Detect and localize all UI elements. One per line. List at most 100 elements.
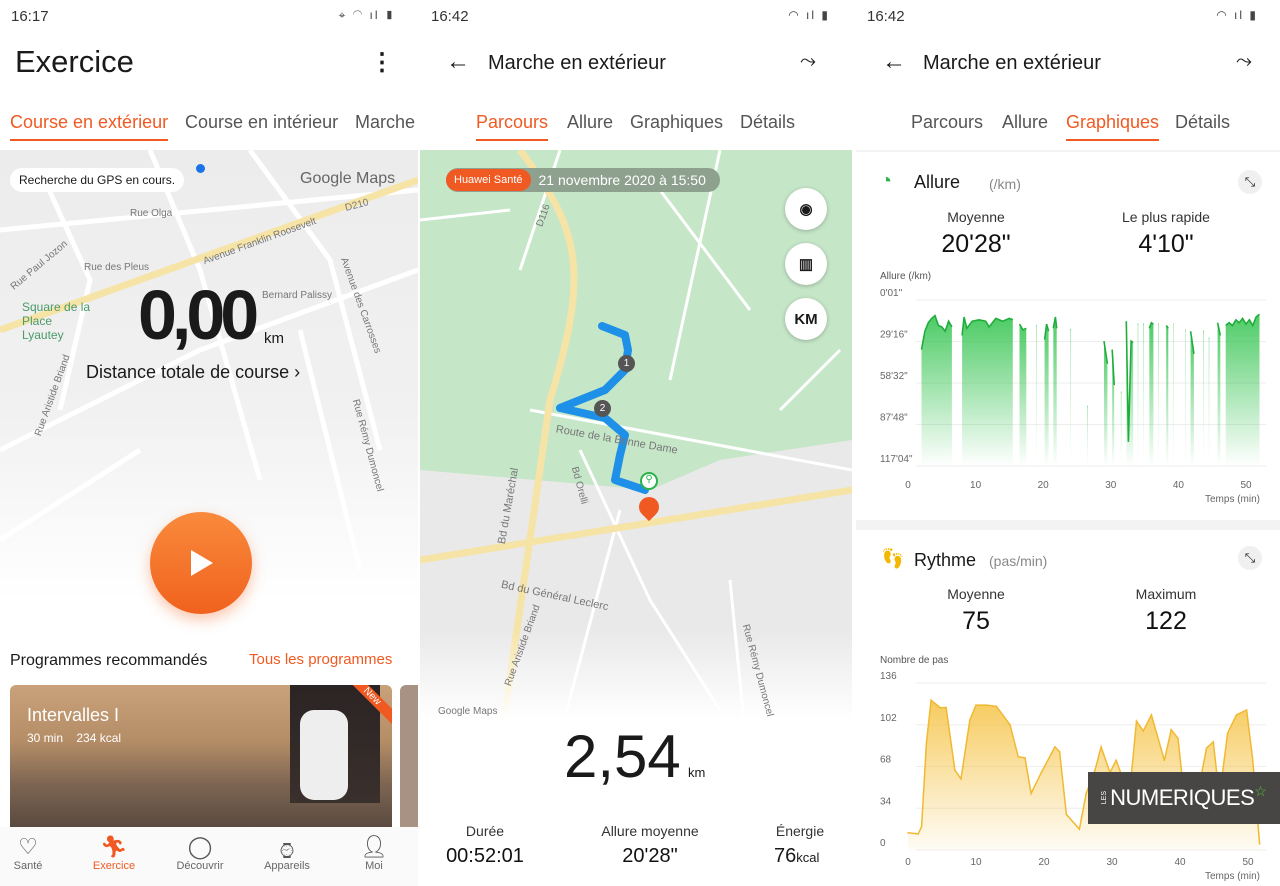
- map-label: Bernard Palissy: [262, 290, 333, 301]
- km-marker[interactable]: 2: [594, 400, 611, 417]
- pace-line-segment: [1018, 323, 1027, 331]
- tab-marche[interactable]: Marche: [355, 112, 416, 132]
- chevron-right-icon: ›: [294, 362, 301, 382]
- cadence-max-label: Maximum: [1135, 586, 1197, 602]
- next-program-card[interactable]: [400, 685, 418, 827]
- bottom-nav: [0, 827, 418, 886]
- km-marker[interactable]: 1: [618, 355, 635, 372]
- expand-icon[interactable]: ⤡: [1238, 546, 1262, 570]
- more-menu-icon[interactable]: ⋮: [370, 49, 394, 76]
- tab-allure[interactable]: Allure: [1002, 112, 1049, 132]
- x-axis-title: Temps (min): [1205, 871, 1260, 882]
- tab-parcours[interactable]: Parcours: [476, 112, 549, 141]
- watch-icon: ⌚︎: [275, 839, 298, 864]
- pace-area-segment: [1044, 324, 1049, 466]
- distance-total-link[interactable]: Distance totale de course ›: [86, 362, 300, 383]
- route-screen: 16:42 ◠ ıl ▮ ← Marche en extérieur ⤳ Par…: [420, 0, 852, 886]
- back-arrow-icon[interactable]: ←: [882, 48, 906, 75]
- cadence-point: [1078, 828, 1081, 830]
- status-icons: ⌖ ◠ ıl ▮: [338, 8, 396, 22]
- route-map[interactable]: Huawei Santé 21 novembre 2020 à 15:50 ◉ …: [420, 150, 852, 886]
- program-calories: 234 kcal: [76, 731, 122, 745]
- cadence-point: [925, 742, 928, 744]
- cadence-point: [960, 777, 962, 780]
- tab-course-interieur[interactable]: Course en intérieur: [185, 112, 339, 132]
- nav-label: Découvrir: [176, 860, 224, 872]
- distance-unit: km: [264, 330, 284, 347]
- person-icon: 👤︎: [360, 834, 388, 859]
- tab-parcours[interactable]: Parcours: [911, 112, 984, 132]
- crosshair-icon: ◉: [799, 201, 813, 218]
- source-badge: Huawei Santé: [446, 169, 531, 191]
- map-type-button[interactable]: ▥: [785, 243, 827, 285]
- cadence-point: [1065, 813, 1068, 816]
- cadence-point: [1094, 769, 1096, 771]
- nav-exercice[interactable]: 🏃︎ Exercice: [84, 834, 144, 872]
- duration-value: 00:52:01: [446, 845, 524, 867]
- charts-screen: 16:42 ◠ ıl ▮ ← Marche en extérieur ⤳ Par…: [856, 0, 1280, 886]
- pace-line-segment: [1189, 331, 1195, 355]
- cadence-point: [1170, 728, 1172, 731]
- cadence-point: [1205, 747, 1208, 749]
- nav-appareils[interactable]: ⌚︎ Appareils: [257, 834, 317, 872]
- gps-status-pill: Recherche du GPS en cours.: [10, 168, 185, 192]
- tab-allure[interactable]: Allure: [567, 112, 614, 132]
- y-tick-label: 29'16": [880, 329, 908, 340]
- nav-decouvrir[interactable]: ◯ Découvrir: [170, 834, 230, 872]
- pace-area-segment: [1019, 324, 1027, 466]
- cadence-point: [930, 699, 932, 701]
- pace-area-segment: [1149, 322, 1154, 466]
- cadence-point: [1017, 755, 1019, 758]
- share-route-icon[interactable]: ⤳: [800, 50, 816, 72]
- x-tick-label: 30: [1106, 857, 1118, 868]
- y-tick-label: 117'04": [880, 454, 913, 465]
- start-button[interactable]: [150, 512, 252, 614]
- nav-label: Moi: [365, 860, 383, 872]
- x-tick-label: 40: [1174, 857, 1186, 868]
- y-tick-label: 58'32": [880, 371, 908, 382]
- program-card[interactable]: Intervalles I 30 min 234 kcal New: [10, 685, 392, 827]
- cadence-point: [1115, 759, 1117, 762]
- cadence-point: [1054, 746, 1056, 748]
- km-markers-button[interactable]: KM: [785, 298, 827, 340]
- distance-unit: km: [688, 765, 706, 780]
- tab-details[interactable]: Détails: [1175, 112, 1231, 132]
- program-name: Intervalles I: [27, 705, 120, 725]
- x-tick-label: 0: [905, 480, 911, 491]
- tab-course-exterieur[interactable]: Course en extérieur: [10, 112, 169, 141]
- running-icon: 🏃︎: [100, 834, 128, 859]
- map-label: Rue des Pleus: [84, 262, 150, 273]
- map-label: Google Maps: [438, 706, 498, 717]
- pace-area-segment: [1190, 331, 1194, 466]
- x-tick-label: 20: [1038, 480, 1050, 491]
- cadence-point: [1177, 737, 1179, 740]
- cadence-point: [995, 705, 998, 708]
- cadence-avg-label: Moyenne: [947, 586, 1005, 602]
- cadence-point: [1142, 730, 1145, 732]
- map[interactable]: Recherche du GPS en cours. Google Maps R…: [0, 150, 418, 680]
- expand-icon[interactable]: ⤡: [1238, 170, 1262, 194]
- pace-line-segment: [1225, 313, 1261, 328]
- pace-area-segment: [1166, 325, 1169, 466]
- pace-line-segment: [1125, 321, 1134, 442]
- nav-moi[interactable]: 👤︎ Moi: [344, 834, 404, 872]
- tab-graphiques[interactable]: Graphiques: [630, 112, 724, 132]
- cadence-chart[interactable]: Nombre de pas 0 34 68 102 136 0 10 20 30 40 50 Temps…: [856, 650, 1280, 886]
- pace-avg-value: 20'28": [941, 230, 1011, 258]
- tab-details[interactable]: Détails: [740, 112, 796, 132]
- share-route-icon[interactable]: ⤳: [1236, 50, 1252, 72]
- nav-sante[interactable]: ♡ Santé: [0, 834, 58, 872]
- nav-label: Exercice: [92, 860, 136, 872]
- page-title: Marche en extérieur: [923, 52, 1101, 74]
- tab-graphiques[interactable]: Graphiques: [1066, 112, 1160, 141]
- status-icons: ◠ ıl ▮: [788, 8, 830, 22]
- cadence-point: [939, 706, 941, 709]
- pace-chart[interactable]: Allure (/km) 0'01" 29'16" 58'32" 87'48" 117'0…: [856, 268, 1280, 510]
- x-tick-label: 30: [1105, 480, 1117, 491]
- back-arrow-icon[interactable]: ←: [446, 48, 470, 75]
- locate-button[interactable]: ◉: [785, 188, 827, 230]
- x-tick-label: 50: [1242, 857, 1254, 868]
- cadence-point: [907, 832, 909, 834]
- nav-label: Santé: [13, 860, 43, 872]
- all-programs-link[interactable]: Tous les programmes: [249, 651, 393, 668]
